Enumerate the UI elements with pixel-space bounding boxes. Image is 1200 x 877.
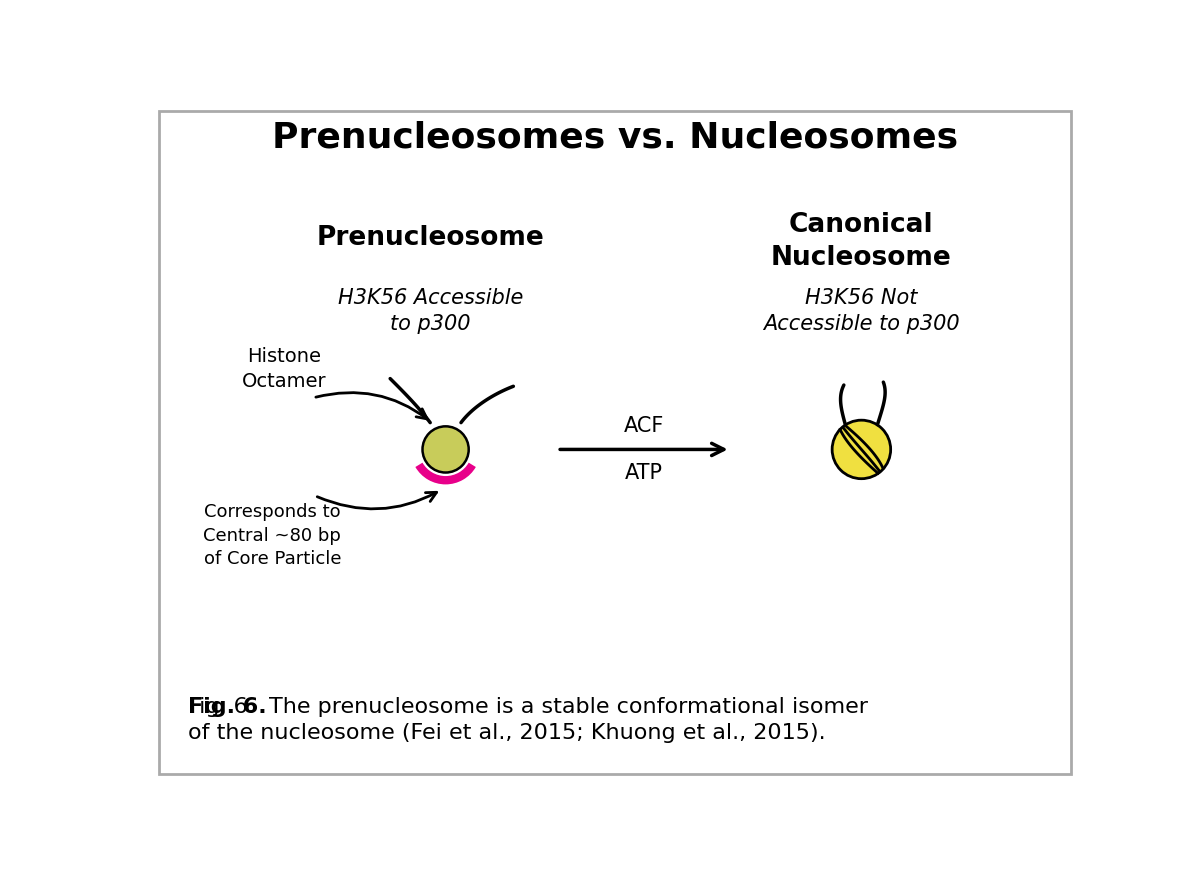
Text: Prenucleosome: Prenucleosome — [317, 225, 544, 251]
FancyBboxPatch shape — [160, 111, 1070, 774]
Text: Fig. 6.  The prenucleosome is a stable conformational isomer: Fig. 6. The prenucleosome is a stable co… — [187, 697, 868, 717]
Text: ATP: ATP — [625, 462, 662, 482]
Circle shape — [832, 420, 890, 479]
Text: H3K56 Accessible
to p300: H3K56 Accessible to p300 — [337, 288, 523, 334]
Circle shape — [422, 426, 469, 473]
Text: Fig. 6.: Fig. 6. — [187, 697, 266, 717]
Text: Canonical
Nucleosome: Canonical Nucleosome — [772, 212, 952, 271]
Text: Corresponds to
Central ~80 bp
of Core Particle: Corresponds to Central ~80 bp of Core Pa… — [204, 503, 341, 568]
Text: Prenucleosomes vs. Nucleosomes: Prenucleosomes vs. Nucleosomes — [272, 120, 958, 154]
Text: Histone
Octamer: Histone Octamer — [241, 346, 326, 390]
Text: of the nucleosome (Fei et al., 2015; Khuong et al., 2015).: of the nucleosome (Fei et al., 2015; Khu… — [187, 723, 826, 743]
Text: ACF: ACF — [624, 417, 664, 437]
Text: H3K56 Not
Accessible to p300: H3K56 Not Accessible to p300 — [763, 288, 960, 334]
